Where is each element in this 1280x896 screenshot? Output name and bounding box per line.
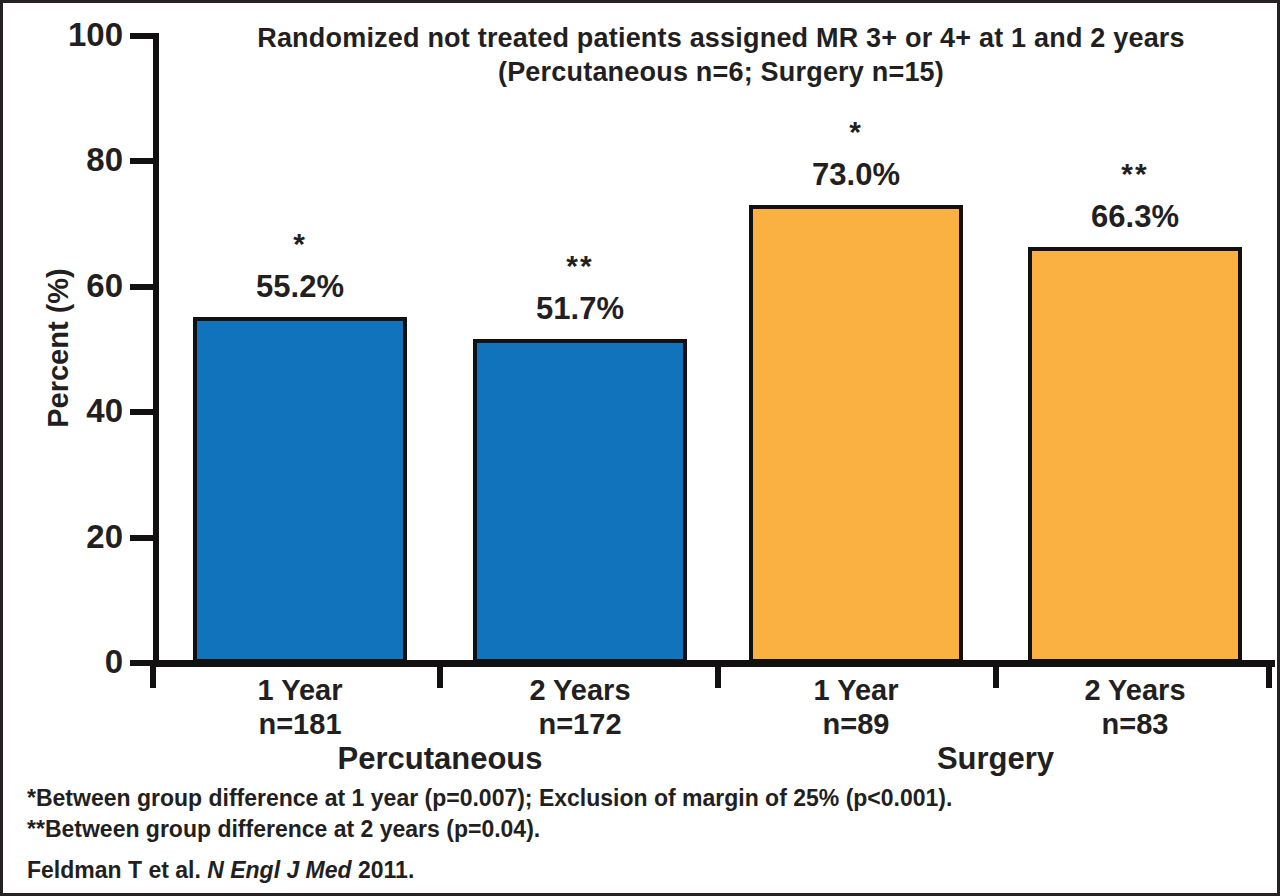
category-time-label: 1 Year bbox=[180, 673, 420, 707]
x-tick-mark bbox=[1266, 663, 1272, 688]
category-time-label: 1 Year bbox=[736, 673, 976, 707]
x-tick-mark bbox=[437, 663, 443, 688]
bar-surgery-2-years bbox=[1028, 247, 1242, 663]
y-tick-label: 60 bbox=[5, 267, 123, 305]
y-tick-label: 80 bbox=[5, 141, 123, 179]
citation-prefix: Feldman T et al. bbox=[27, 857, 207, 883]
category-time-label: 2 Years bbox=[1015, 673, 1255, 707]
x-category-label: 1 Yearn=89 bbox=[736, 673, 976, 741]
significance-marker: * bbox=[190, 227, 410, 261]
x-tick-mark bbox=[150, 663, 156, 688]
bar-value-label: 55.2% bbox=[190, 269, 410, 305]
chart-subtitle: (Percutaneous n=6; Surgery n=15) bbox=[159, 55, 1280, 89]
x-tick-mark bbox=[993, 663, 999, 688]
y-tick-label: 40 bbox=[5, 392, 123, 430]
bar-value-label: 73.0% bbox=[746, 157, 966, 193]
footnote-1: *Between group difference at 1 year (p=0… bbox=[27, 785, 952, 812]
bar-surgery-1-year bbox=[749, 205, 963, 663]
group-label-percutaneous: Percutaneous bbox=[240, 741, 640, 777]
y-tick-mark bbox=[130, 284, 157, 290]
x-category-label: 2 Yearsn=83 bbox=[1015, 673, 1255, 741]
y-tick-mark bbox=[130, 409, 157, 415]
y-axis-line bbox=[153, 33, 159, 667]
figure-frame: Randomized not treated patients assigned… bbox=[0, 0, 1280, 896]
y-tick-mark bbox=[130, 158, 157, 164]
category-n-label: n=89 bbox=[736, 707, 976, 741]
x-category-label: 1 Yearn=181 bbox=[180, 673, 420, 741]
x-tick-mark bbox=[715, 663, 721, 688]
y-tick-label: 20 bbox=[5, 518, 123, 556]
significance-marker: ** bbox=[1025, 157, 1245, 191]
category-n-label: n=172 bbox=[460, 707, 700, 741]
category-time-label: 2 Years bbox=[460, 673, 700, 707]
y-tick-mark bbox=[130, 535, 157, 541]
bar-percutaneous-1-year bbox=[193, 317, 407, 663]
group-label-surgery: Surgery bbox=[796, 741, 1196, 777]
bar-value-label: 66.3% bbox=[1025, 199, 1245, 235]
category-n-label: n=181 bbox=[180, 707, 420, 741]
significance-marker: ** bbox=[470, 249, 690, 283]
significance-marker: * bbox=[746, 115, 966, 149]
citation-suffix: 2011. bbox=[352, 857, 415, 883]
chart-title-block: Randomized not treated patients assigned… bbox=[159, 21, 1280, 89]
y-tick-label: 0 bbox=[5, 643, 123, 681]
category-n-label: n=83 bbox=[1015, 707, 1255, 741]
bar-value-label: 51.7% bbox=[470, 291, 690, 327]
y-tick-mark bbox=[130, 33, 157, 39]
x-category-label: 2 Yearsn=172 bbox=[460, 673, 700, 741]
bar-percutaneous-2-years bbox=[473, 339, 687, 663]
chart-title: Randomized not treated patients assigned… bbox=[159, 21, 1280, 55]
footnote-2: **Between group difference at 2 years (p… bbox=[27, 816, 540, 843]
citation-journal: N Engl J Med bbox=[207, 857, 351, 883]
citation: Feldman T et al. N Engl J Med 2011. bbox=[27, 857, 414, 884]
y-tick-label: 100 bbox=[5, 16, 123, 54]
